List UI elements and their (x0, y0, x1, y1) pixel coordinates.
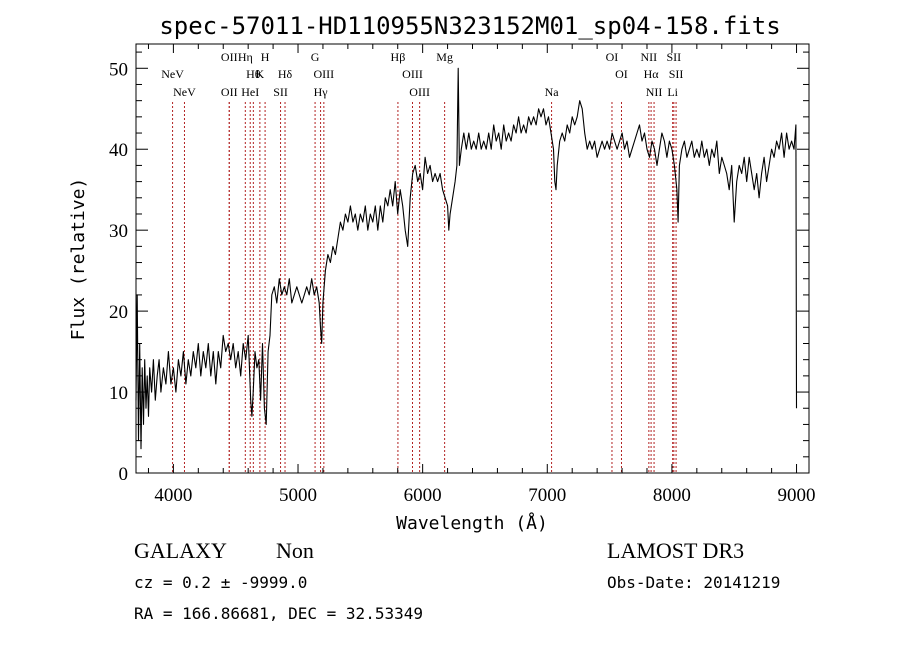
line-marker-label: SII (669, 67, 684, 81)
x-axis-label: Wavelength (Å) (396, 512, 548, 534)
line-marker-label: Li (667, 85, 678, 99)
line-marker-label: K (256, 67, 265, 81)
line-marker-label: NeV (173, 85, 196, 99)
survey-label: LAMOST DR3 (607, 538, 744, 563)
x-tick-label: 5000 (279, 485, 317, 506)
line-marker-label: OI (615, 67, 628, 81)
y-tick-label: 30 (109, 221, 128, 242)
line-marker-label: OI (606, 50, 619, 64)
y-tick-label: 20 (109, 302, 128, 323)
x-tick-label: 6000 (404, 485, 442, 506)
x-tick-label: 8000 (653, 485, 691, 506)
line-marker-label: OIII (409, 85, 430, 99)
line-marker-label: Na (545, 85, 560, 99)
line-marker-label: SII (667, 50, 682, 64)
line-marker-label: SII (273, 85, 288, 99)
coordinates: RA = 166.86681, DEC = 32.53349 (134, 604, 423, 623)
line-marker-label: HeI (241, 85, 259, 99)
line-marker-label: OIII (314, 67, 335, 81)
redshift-value: cz = 0.2 ± -9999.0 (134, 573, 307, 592)
line-marker-label: Mg (436, 50, 453, 64)
line-marker-label: NeV (161, 67, 184, 81)
plot-frame (135, 43, 810, 474)
y-tick-label: 10 (109, 383, 128, 404)
y-tick-label: 40 (109, 140, 128, 161)
line-marker-label: G (311, 50, 320, 64)
y-axis-label: Flux (relative) (68, 178, 89, 341)
y-tick-label: 0 (119, 464, 129, 485)
line-marker-label: Hγ (314, 85, 329, 99)
line-marker-label: Hδ (278, 67, 293, 81)
y-axis-ticks: 0 10 20 30 40 50 (109, 51, 809, 485)
emission-line-markers (172, 102, 677, 473)
x-tick-label: 4000 (154, 485, 192, 506)
line-marker-label: OII (221, 50, 238, 64)
line-marker-label: OIII (402, 67, 423, 81)
x-tick-label: 9000 (778, 485, 816, 506)
line-marker-label: H (261, 50, 270, 64)
x-tick-label: 7000 (528, 485, 566, 506)
class-label: GALAXY (134, 538, 227, 563)
flux-series-line (135, 67, 798, 450)
line-marker-label: Hα (644, 67, 660, 81)
line-marker-label: Hθ (246, 67, 261, 81)
obs-date: Obs-Date: 20141219 (607, 573, 780, 592)
y-tick-label: 50 (109, 59, 128, 80)
x-axis-ticks: 4000 5000 6000 7000 8000 9000 (147, 44, 816, 506)
subclass-label: Non (276, 538, 314, 563)
chart-title: spec-57011-HD110955N323152M01_sp04-158.f… (159, 12, 780, 40)
line-marker-label: NII (646, 85, 663, 99)
line-marker-label: OII (221, 85, 238, 99)
line-marker-label: Hβ (391, 50, 406, 64)
line-marker-label: Hη (238, 50, 253, 64)
line-marker-label: NII (641, 50, 658, 64)
